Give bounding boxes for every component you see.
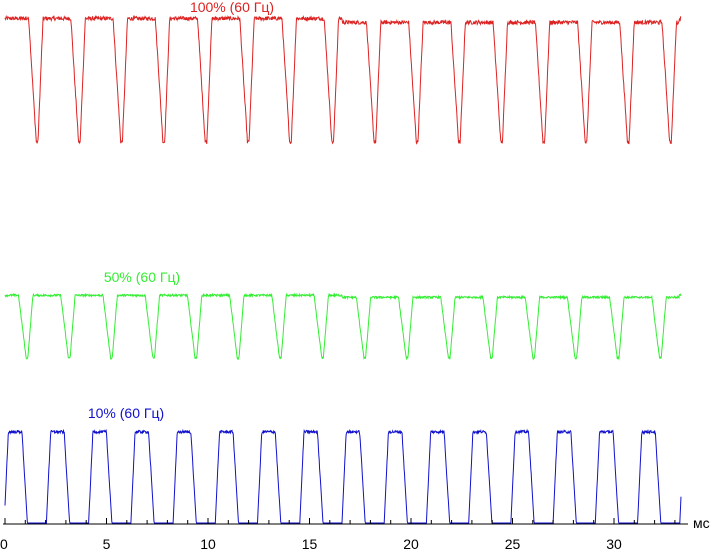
series-labels-group: 100% (60 Гц) 50% (60 Гц) 10% (60 Гц) [88, 0, 274, 421]
x-tick-label: 25 [505, 536, 521, 551]
series-label-2: 50% (60 Гц) [104, 269, 180, 285]
series-line-2 [4, 292, 682, 361]
x-tick-label: 20 [403, 536, 419, 551]
series-line-1 [4, 14, 682, 145]
x-tick-label: 30 [606, 536, 622, 551]
traces-group [4, 14, 682, 524]
series-line-3 [4, 428, 682, 524]
series-label-1: 100% (60 Гц) [190, 0, 274, 15]
x-axis-unit-label: мс [693, 515, 710, 531]
series-label-3: 10% (60 Гц) [88, 405, 164, 421]
x-tick-label: 0 [0, 536, 8, 551]
x-axis: 0 5 10 15 20 25 30 мс [0, 515, 710, 551]
x-tick-label: 10 [200, 536, 216, 551]
x-tick-label: 15 [302, 536, 318, 551]
x-tick-label: 5 [103, 536, 111, 551]
